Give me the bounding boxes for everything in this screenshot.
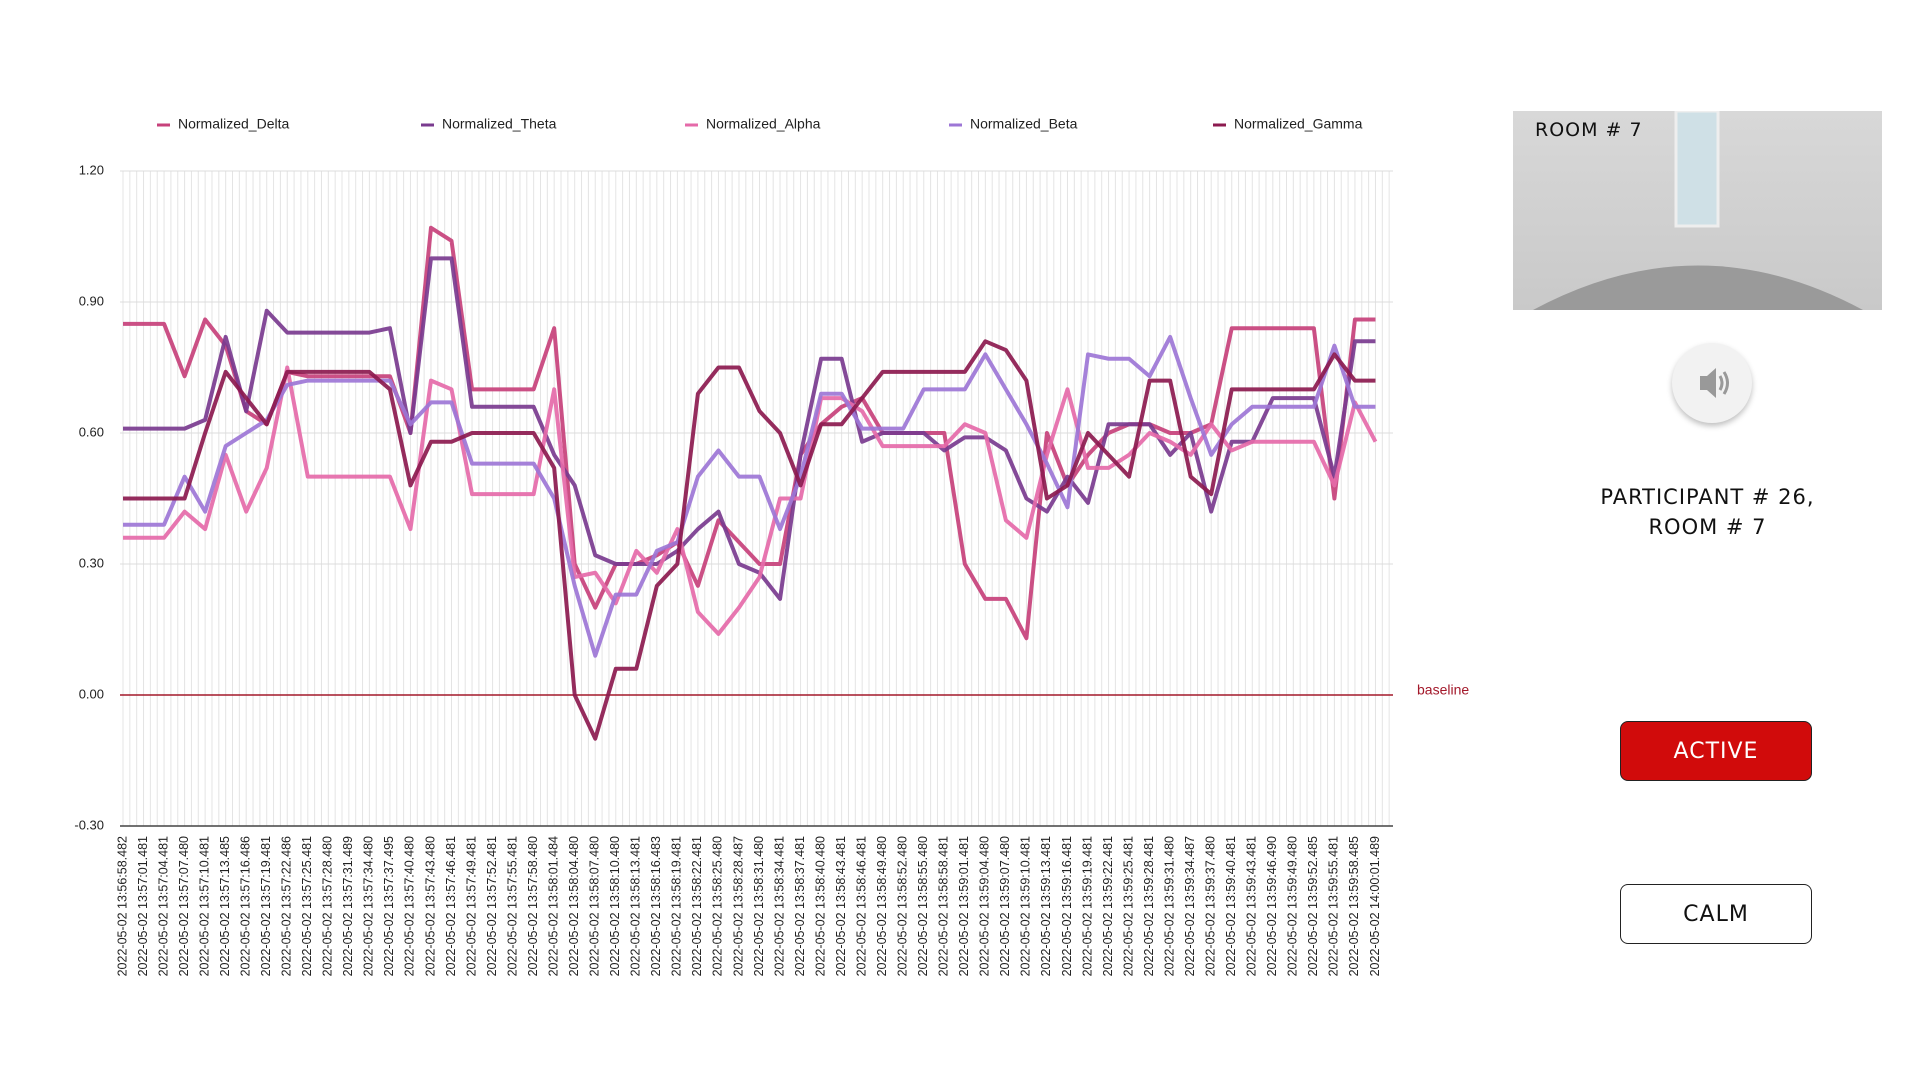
x-tick-label: 2022-05-02 13:58:19.481	[670, 836, 684, 976]
dome	[1533, 265, 1863, 310]
y-tick-label: 0.00	[79, 686, 104, 701]
x-tick-label: 2022-05-02 13:59:55.481	[1327, 836, 1341, 976]
x-tick-label: 2022-05-02 13:59:37.480	[1204, 836, 1218, 976]
x-tick-label: 2022-05-02 13:57:43.480	[423, 836, 437, 976]
active-button[interactable]: ACTIVE	[1620, 721, 1812, 781]
x-tick-label: 2022-05-02 13:58:58.481	[937, 836, 951, 976]
x-tick-label: 2022-05-02 13:58:10.480	[608, 836, 622, 976]
x-tick-label: 2022-05-02 13:57:10.481	[197, 836, 211, 976]
x-tick-label: 2022-05-02 13:59:46.490	[1265, 836, 1279, 976]
x-tick-label: 2022-05-02 13:57:28.480	[321, 836, 335, 976]
x-tick-label: 2022-05-02 13:57:49.481	[464, 836, 478, 976]
baseline-label: baseline	[1417, 682, 1469, 698]
x-tick-label: 2022-05-02 13:57:46.481	[444, 836, 458, 976]
x-tick-label: 2022-05-02 13:58:55.480	[916, 836, 930, 976]
video-preview: ROOM # 7	[1513, 111, 1882, 310]
series-line	[123, 225, 1376, 641]
legend-label: Normalized_Beta	[970, 116, 1078, 132]
x-tick-label: 2022-05-02 13:58:34.481	[772, 836, 786, 976]
calm-button[interactable]: CALM	[1620, 884, 1812, 944]
x-tick-label: 2022-05-02 13:59:16.481	[1060, 836, 1074, 976]
series-line	[123, 365, 1378, 636]
x-tick-label: 2022-05-02 13:59:25.481	[1121, 836, 1135, 976]
x-tick-label: 2022-05-02 13:59:43.481	[1245, 836, 1259, 976]
x-tick-label: 2022-05-02 13:57:13.485	[218, 836, 232, 976]
x-tick-label: 2022-05-02 13:57:52.481	[485, 836, 499, 976]
x-tick-label: 2022-05-02 13:58:49.480	[875, 836, 889, 976]
video-frame	[1533, 111, 1863, 310]
x-tick-label: 2022-05-02 13:57:31.489	[341, 836, 355, 976]
x-tick-label: 2022-05-02 13:57:55.481	[505, 836, 519, 976]
speaker-button[interactable]	[1672, 343, 1752, 423]
speaker-icon	[1700, 368, 1729, 398]
x-tick-label: 2022-05-02 13:59:52.485	[1306, 836, 1320, 976]
x-tick-label: 2022-05-02 13:57:25.481	[300, 836, 314, 976]
speaker-shape	[1700, 368, 1716, 398]
x-tick-label: 2022-05-02 13:59:58.485	[1347, 836, 1361, 976]
y-tick-label: 1.20	[79, 162, 104, 177]
y-tick-label: 0.90	[79, 293, 104, 308]
x-tick-label: 2022-05-02 13:59:49.480	[1286, 836, 1300, 976]
x-tick-label: 2022-05-02 13:59:22.481	[1101, 836, 1115, 976]
legend-label: Normalized_Gamma	[1234, 116, 1363, 132]
x-tick-label: 2022-05-02 13:58:31.480	[752, 836, 766, 976]
x-tick-label: 2022-05-02 13:59:34.487	[1183, 836, 1197, 976]
x-tick-label: 2022-05-02 13:59:10.481	[1019, 836, 1033, 976]
x-tick-label: 2022-05-02 13:57:16.486	[238, 836, 252, 976]
x-tick-label: 2022-05-02 13:57:22.486	[280, 836, 294, 976]
x-tick-label: 2022-05-02 13:58:37.481	[793, 836, 807, 976]
x-tick-label: 2022-05-02 13:57:37.495	[382, 836, 396, 976]
x-tick-label: 2022-05-02 13:58:28.487	[731, 836, 745, 976]
y-tick-label: 0.30	[79, 555, 104, 570]
x-tick-label: 2022-05-02 13:59:19.481	[1080, 836, 1094, 976]
x-tick-label: 2022-05-02 13:57:07.480	[177, 836, 191, 976]
x-tick-label: 2022-05-02 13:59:31.480	[1162, 836, 1176, 976]
participant-line: ROOM # 7	[1648, 515, 1767, 539]
x-tick-label: 2022-05-02 13:59:07.480	[998, 836, 1012, 976]
x-tick-label: 2022-05-02 13:58:07.480	[588, 836, 602, 976]
speaker-waves	[1718, 371, 1729, 395]
x-tick-label: 2022-05-02 13:58:16.483	[649, 836, 663, 976]
x-tick-label: 2022-05-02 13:59:04.480	[978, 836, 992, 976]
x-tick-label: 2022-05-02 13:59:13.481	[1039, 836, 1053, 976]
series-line	[123, 339, 1376, 741]
x-tick-label: 2022-05-02 13:58:04.480	[567, 836, 581, 976]
x-tick-label: 2022-05-02 13:58:13.481	[629, 836, 643, 976]
x-tick-label: 2022-05-02 13:57:40.480	[403, 836, 417, 976]
y-tick-label: -0.30	[74, 817, 104, 832]
x-tick-label: 2022-05-02 13:59:01.481	[957, 836, 971, 976]
x-tick-label: 2022-05-02 13:57:01.481	[136, 836, 150, 976]
x-tick-label: 2022-05-02 13:58:01.484	[546, 836, 560, 976]
legend-label: Normalized_Delta	[178, 116, 289, 132]
series-line	[123, 334, 1376, 658]
x-tick-label: 2022-05-02 13:58:22.481	[690, 836, 704, 976]
x-tick-label: 2022-05-02 13:58:43.481	[834, 836, 848, 976]
x-tick-label: 2022-05-02 13:58:40.480	[813, 836, 827, 976]
x-tick-label: 2022-05-02 13:58:46.481	[854, 836, 868, 976]
x-tick-label: 2022-05-02 13:57:04.481	[156, 836, 170, 976]
tube	[1674, 111, 1720, 228]
x-tick-label: 2022-05-02 14:00:01.489	[1368, 836, 1382, 976]
x-tick-label: 2022-05-02 13:58:52.480	[896, 836, 910, 976]
x-tick-label: 2022-05-02 13:58:25.480	[711, 836, 725, 976]
x-tick-label: 2022-05-02 13:57:34.480	[362, 836, 376, 976]
legend-label: Normalized_Alpha	[706, 116, 821, 132]
room-label: ROOM # 7	[1535, 119, 1643, 141]
chart: 2022-05-02 13:56:58.482 2022-05-02 13:57:…	[74, 116, 1469, 977]
series-line	[123, 256, 1376, 601]
participant-info: PARTICIPANT # 26, ROOM # 7	[1540, 482, 1875, 542]
x-tick-label: 2022-05-02 13:56:58.482	[115, 836, 129, 976]
y-tick-label: 0.60	[79, 424, 104, 439]
participant-line: PARTICIPANT # 26,	[1600, 485, 1815, 509]
x-tick-label: 2022-05-02 13:57:19.481	[259, 836, 273, 976]
x-tick-label: 2022-05-02 13:59:28.481	[1142, 836, 1156, 976]
x-tick-label: 2022-05-02 13:59:40.481	[1224, 836, 1238, 976]
x-tick-label: 2022-05-02 13:57:58.480	[526, 836, 540, 976]
legend-label: Normalized_Theta	[442, 116, 557, 132]
